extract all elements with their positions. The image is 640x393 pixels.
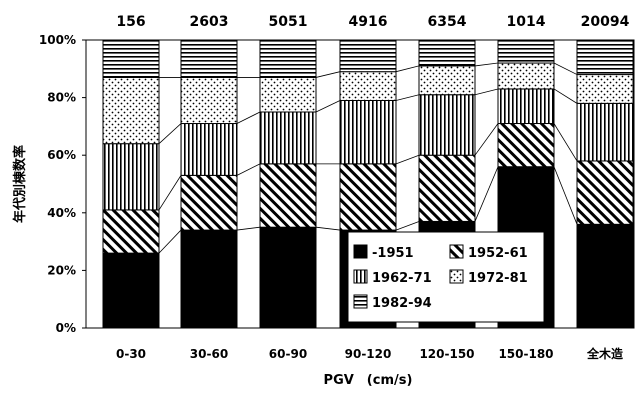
bar-segment xyxy=(259,163,317,228)
bar-segment xyxy=(180,123,238,176)
legend-swatch xyxy=(449,244,464,259)
connector-line xyxy=(553,62,578,75)
connector-lines xyxy=(158,62,578,254)
bar-segment xyxy=(259,111,317,165)
connector-line xyxy=(236,163,261,176)
y-tick-label: 40% xyxy=(47,206,76,220)
y-tick-label: 100% xyxy=(39,33,76,47)
connector-line xyxy=(474,88,499,96)
connector-line xyxy=(553,123,578,162)
bar-segment xyxy=(418,39,476,67)
legend-swatch xyxy=(353,294,368,309)
connector-line xyxy=(395,94,420,101)
y-axis: 0% 20% 40% 60% 80% 100% xyxy=(39,33,86,335)
connector-line xyxy=(474,166,499,222)
bar-segment xyxy=(339,163,397,231)
count-label: 1014 xyxy=(507,14,546,30)
x-tick-label: 0-30 xyxy=(116,347,146,361)
y-tick-label: 20% xyxy=(47,263,76,277)
x-tick-label: 150-180 xyxy=(498,347,553,361)
count-label: 156 xyxy=(116,14,145,30)
bar-segment xyxy=(339,99,397,165)
bar-segment xyxy=(259,39,317,78)
connector-line xyxy=(315,100,341,113)
count-label: 4916 xyxy=(349,14,388,30)
count-label: 5051 xyxy=(269,14,308,30)
bar-segment xyxy=(497,123,555,168)
connector-line xyxy=(395,65,420,73)
count-labels: 156 2603 5051 4916 6354 1014 20094 xyxy=(116,14,629,30)
x-tick-label: 全木造 xyxy=(586,346,624,361)
bar-segment xyxy=(102,143,160,211)
bar-segment xyxy=(339,71,397,101)
bar-segment xyxy=(576,39,634,76)
bar-segment xyxy=(418,154,476,222)
legend-label: 1982-94 xyxy=(372,296,432,311)
bar-segment xyxy=(418,94,476,156)
connector-line xyxy=(158,123,182,144)
connector-line xyxy=(474,123,499,156)
legend-swatch xyxy=(353,269,368,284)
bar-segment xyxy=(102,252,160,329)
x-axis-title: PGV (cm/s) xyxy=(324,373,413,388)
bar-segment xyxy=(259,226,317,329)
bar-segment xyxy=(576,74,634,104)
count-label: 20094 xyxy=(581,14,630,30)
legend-label: -1951 xyxy=(372,246,414,261)
count-label: 2603 xyxy=(190,14,229,30)
connector-line xyxy=(158,175,182,211)
connector-line xyxy=(553,166,578,225)
connector-line xyxy=(474,62,499,67)
connector-line xyxy=(158,229,182,254)
bar-segment xyxy=(102,39,160,78)
connector-line xyxy=(395,154,420,165)
bar-segment xyxy=(180,76,238,125)
legend-swatch xyxy=(353,244,368,259)
bar-segment xyxy=(576,102,634,162)
bar-segment xyxy=(180,174,238,231)
legend-box xyxy=(347,231,545,323)
connector-line xyxy=(315,71,341,78)
y-tick-label: 60% xyxy=(47,148,76,162)
connector-line xyxy=(315,226,341,231)
legend-swatch xyxy=(449,269,464,284)
legend-label: 1972-81 xyxy=(468,271,528,286)
bar-segment xyxy=(180,229,238,329)
bar-segment xyxy=(102,76,160,145)
y-tick-label: 80% xyxy=(47,91,76,105)
bar-segment xyxy=(339,39,397,73)
legend-label: 1962-71 xyxy=(372,271,432,286)
bar-segment xyxy=(418,65,476,96)
x-tick-label: 60-90 xyxy=(269,347,307,361)
y-tick-label: 0% xyxy=(56,321,76,335)
connector-line xyxy=(395,221,420,231)
bar-segment xyxy=(497,39,555,64)
x-tick-label: 90-120 xyxy=(345,347,392,361)
bar-segment xyxy=(102,209,160,254)
x-axis: 0-30 30-60 60-90 90-120 120-150 150-180 全木造 xyxy=(116,346,624,361)
count-label: 6354 xyxy=(428,14,467,30)
legend: -1951 1952-61 1962-71 1972-81 1982-94 xyxy=(347,231,545,323)
legend-label: 1952-61 xyxy=(468,246,528,261)
y-axis-title: 年代別棟数率 xyxy=(12,145,28,223)
bars-group xyxy=(102,39,634,329)
connector-line xyxy=(553,88,578,104)
bar-segment xyxy=(576,160,634,225)
bar-segment xyxy=(180,39,238,78)
bar-segment xyxy=(497,88,555,125)
bar-segment xyxy=(259,76,317,113)
x-tick-label: 30-60 xyxy=(190,347,228,361)
bar-segment xyxy=(497,62,555,90)
connector-line xyxy=(236,226,261,231)
x-tick-label: 120-150 xyxy=(419,347,474,361)
bar-segment xyxy=(576,223,634,329)
connector-line xyxy=(236,111,261,124)
